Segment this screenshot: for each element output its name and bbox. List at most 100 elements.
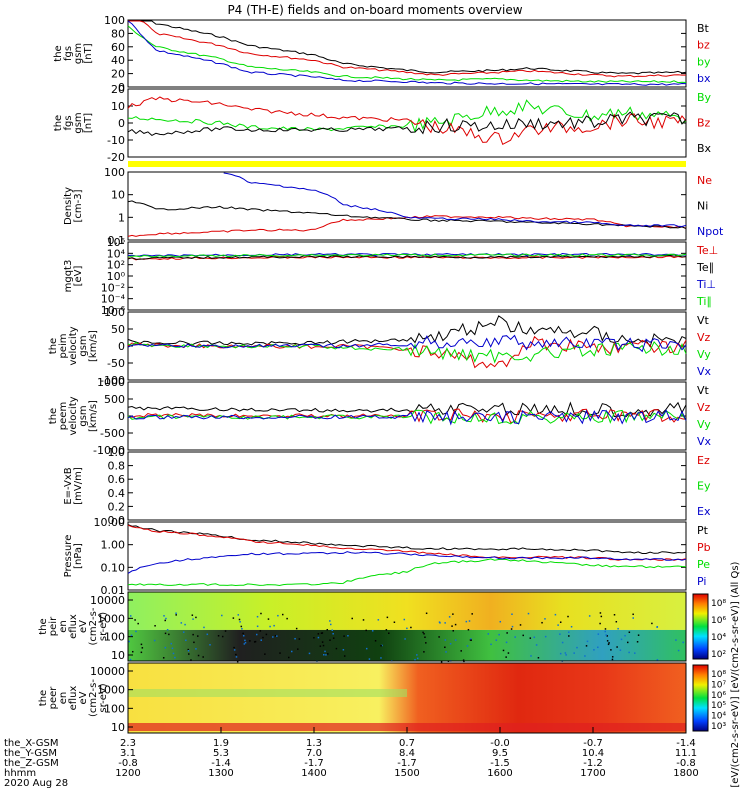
legend-label: Pb	[697, 541, 711, 554]
footer-value: -0.8	[118, 758, 138, 769]
y-axis-label-line: fgs	[63, 46, 74, 61]
spectrogram-pixel	[510, 628, 513, 630]
series-line-pressure-Pi	[127, 551, 687, 574]
spectrogram-pixel	[585, 645, 588, 647]
footer-axis-labels: the_X-GSM 2.3 1.9 1.3 0.7 -0.0 -0.7 -1.4 the_Y-G…	[4, 738, 699, 789]
y-axis-label-line: peim	[58, 333, 69, 358]
spectrogram-pixel	[254, 640, 257, 643]
y-axis-label-line: velocity	[68, 396, 79, 435]
y-tick-label: 20	[111, 68, 125, 81]
y-axis-label-line: gsm	[78, 405, 89, 426]
y-axis-label-line: the	[53, 115, 64, 131]
colorbar-gradient	[692, 593, 709, 660]
legend-pressure: Pt Pb Pe Pi	[697, 524, 711, 588]
spectrogram-pixel	[604, 630, 606, 633]
spectrogram-pixel	[130, 634, 133, 637]
spectrogram-pixel	[600, 615, 603, 618]
y-tick-label: 1000	[97, 612, 125, 625]
spectrogram-pixel	[656, 626, 658, 628]
spectrogram-pixel	[236, 660, 239, 663]
spectrogram-pixel	[237, 614, 240, 616]
spectrogram-pixel	[342, 649, 345, 651]
spectrogram-pixel	[267, 618, 270, 620]
spectrogram-pixel	[185, 639, 187, 642]
spectrogram-pixel	[423, 651, 425, 653]
y-tick-label: 0.6	[108, 473, 126, 486]
y-tick-label: 1.0	[108, 446, 126, 459]
legend-fgs_mag: Bt bz by bx	[697, 22, 711, 85]
footer-value: -1.7	[304, 758, 324, 769]
spectrogram-pixel	[324, 650, 326, 653]
colorbar-tick-label: 10⁷	[711, 680, 726, 690]
panel-frame	[127, 171, 687, 241]
spectrogram-pixel	[202, 656, 204, 658]
y-axis-label-line: eV	[78, 620, 89, 633]
y-tick-label: 500	[104, 393, 125, 406]
y-tick-label: -20	[107, 151, 125, 164]
legend-label: Vz	[697, 331, 711, 344]
spectrogram-pixel	[325, 654, 327, 656]
series-line-fgs_mag-bz	[128, 20, 686, 78]
spectrogram-pixel	[134, 619, 136, 621]
legend-label: Vx	[697, 435, 712, 448]
y-axis-label-line: gsm	[73, 43, 84, 64]
legend-peim_velocity: Vt Vz Vy Vx	[697, 314, 712, 378]
spectrogram-pixel	[184, 623, 186, 626]
spectrogram-pixel	[438, 636, 440, 638]
spectrogram-pixel	[259, 630, 262, 632]
spectrogram-pixel	[221, 635, 224, 638]
spectrogram-pixel	[321, 641, 324, 643]
y-axis-label-line: en	[58, 620, 69, 633]
panel-pressure: 10.00 1.00 0.10 0.01 Pt Pb Pe Pi Pressure [nPa]	[63, 516, 711, 597]
spectrogram-pixel	[329, 623, 332, 626]
y-axis-label-line: mgqt3	[63, 260, 74, 293]
spectrogram-pixel	[597, 646, 599, 649]
series-line-temperature-Te∥	[127, 254, 687, 260]
spectrogram-pixel	[495, 639, 498, 641]
spectrogram-pixel	[599, 612, 602, 614]
spectrogram-pixel	[317, 633, 320, 635]
spectrogram-pixel	[171, 647, 174, 650]
y-axis-label-temperature: mgqt3 [eV]	[63, 260, 84, 293]
spectrogram-pixel	[393, 621, 396, 623]
y-axis-label-line: sr-eV)	[98, 683, 109, 712]
panel-efield: 1.00.80.60.40.20.0 Ez Ey Ex E=-VxB [mV/m]	[63, 446, 711, 527]
spectrogram-pixel	[317, 636, 320, 639]
footer-value: 1200	[115, 768, 140, 779]
footer-value: 1300	[208, 768, 233, 779]
spectrogram-pixel	[675, 639, 677, 641]
spectrogram-pixel	[235, 656, 238, 658]
spectrogram-pixel	[498, 633, 500, 636]
spectrogram-pixel	[249, 640, 251, 642]
spectrogram-pixel	[331, 629, 334, 632]
y-tick-label: -10	[107, 134, 125, 147]
spectrogram-pixel	[423, 633, 425, 635]
y-axis-label-line: peem	[58, 402, 69, 430]
y-tick-label: 10⁻⁴	[101, 293, 126, 306]
y-tick-label: 1000	[97, 376, 125, 389]
spectrogram-pixel	[487, 633, 490, 635]
footer-value: 1500	[394, 768, 419, 779]
y-tick-label: 10	[111, 189, 125, 202]
spectrogram-pixel	[272, 636, 274, 638]
spectrogram-pixel	[502, 649, 505, 652]
spectrogram-pixel	[232, 617, 235, 619]
spectrogram-pixel	[224, 630, 227, 632]
spectrogram-pixel	[129, 658, 132, 661]
spectrogram-pixel	[619, 649, 622, 651]
spectrogram-pixel	[613, 614, 616, 616]
legend-temperature: Te⊥ Te∥ Ti⊥ Ti∥	[696, 244, 718, 308]
y-axis-label-line: eflux	[68, 686, 79, 711]
y-axis-label-line: eV	[78, 691, 89, 704]
footer-value: 1800	[673, 768, 698, 779]
y-axis-label-line: [km/s]	[88, 330, 99, 362]
y-axis-label-line: the	[38, 690, 49, 706]
spectrogram-pixel	[221, 614, 223, 617]
spectrogram-pixel	[445, 651, 447, 653]
spectrogram-pixel	[153, 639, 156, 642]
spectrogram-pixel	[347, 634, 349, 637]
series-line-fgs_mag-by	[127, 25, 687, 84]
spectrogram-pixel	[329, 620, 331, 622]
spectrogram-pixel	[140, 651, 143, 654]
